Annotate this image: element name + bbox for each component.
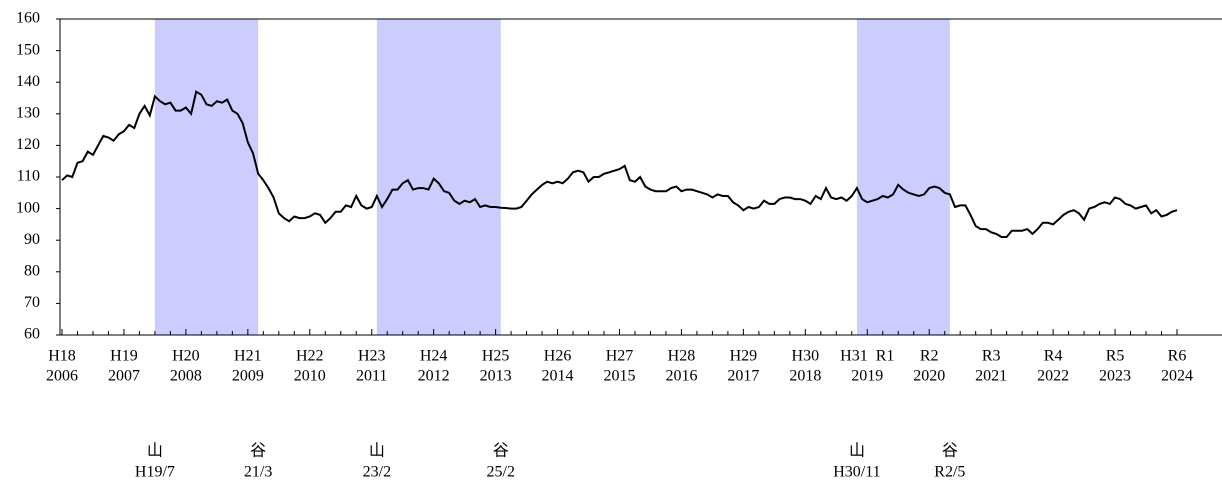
x-era-label: H28: [668, 348, 696, 365]
x-year-label: 2019: [851, 368, 883, 385]
x-year-label: 2011: [356, 368, 387, 385]
peak-mark: 山: [369, 442, 385, 460]
peak-label: H30/11: [833, 464, 880, 481]
x-year-label: 2008: [170, 368, 202, 385]
y-tick-label: 110: [17, 168, 40, 185]
x-era-label: R3: [982, 348, 1001, 365]
x-era-label: H23: [358, 348, 386, 365]
peak-mark: 山: [147, 442, 163, 460]
x-era-label: H24: [420, 348, 448, 365]
y-tick-label: 80: [24, 262, 40, 279]
x-era-label: R5: [1106, 348, 1125, 365]
trough-label: 25/2: [487, 464, 515, 481]
y-tick-label: 130: [16, 104, 40, 121]
x-era-label: H30: [792, 348, 820, 365]
x-year-label: 2015: [603, 368, 635, 385]
y-tick-label: 150: [16, 41, 40, 58]
trough-mark: 谷: [493, 442, 509, 460]
x-year-label: 2007: [108, 368, 140, 385]
x-year-label: 2017: [727, 368, 759, 385]
y-tick-label: 140: [16, 73, 40, 90]
x-era-label: H21: [234, 348, 262, 365]
x-year-label: 2009: [232, 368, 264, 385]
x-year-label: 2013: [480, 368, 512, 385]
x-era-label: H18: [48, 348, 76, 365]
x-year-label: 2023: [1099, 368, 1131, 385]
x-year-label: 2012: [418, 368, 450, 385]
x-year-label: 2022: [1037, 368, 1069, 385]
recession-band: [856, 19, 950, 335]
x-era-label: R6: [1168, 348, 1187, 365]
x-era-label: R2: [920, 348, 939, 365]
y-tick-label: 120: [16, 136, 40, 153]
trough-mark: 谷: [942, 442, 958, 460]
x-era-label: H31 R1: [840, 348, 894, 365]
trough-label: 21/3: [244, 464, 272, 481]
y-tick-label: 160: [16, 10, 40, 27]
x-year-label: 2024: [1161, 368, 1193, 385]
trough-mark: 谷: [250, 442, 266, 460]
x-year-label: 2010: [294, 368, 326, 385]
peak-label: H19/7: [135, 464, 175, 481]
x-era-label: H27: [606, 348, 634, 365]
peak-mark: 山: [849, 442, 865, 460]
x-era-label: H19: [110, 348, 138, 365]
x-era-label: H20: [172, 348, 200, 365]
recession-band: [376, 19, 501, 335]
y-tick-label: 60: [24, 326, 40, 343]
trough-label: R2/5: [934, 464, 965, 481]
x-year-label: 2020: [913, 368, 945, 385]
x-era-label: R4: [1044, 348, 1063, 365]
x-era-label: H29: [730, 348, 758, 365]
x-year-label: 2014: [542, 368, 574, 385]
peak-label: 23/2: [363, 464, 391, 481]
index-line: [61, 90, 1178, 238]
x-year-label: 2021: [975, 368, 1007, 385]
x-year-label: 2016: [665, 368, 697, 385]
x-year-label: 2006: [46, 368, 78, 385]
y-tick-label: 100: [16, 199, 40, 216]
x-era-label: H26: [544, 348, 572, 365]
recession-band: [154, 19, 259, 335]
x-year-label: 2018: [789, 368, 821, 385]
x-era-label: H25: [482, 348, 510, 365]
x-era-label: H22: [296, 348, 324, 365]
y-tick-label: 70: [24, 294, 40, 311]
y-tick-label: 90: [24, 231, 40, 248]
